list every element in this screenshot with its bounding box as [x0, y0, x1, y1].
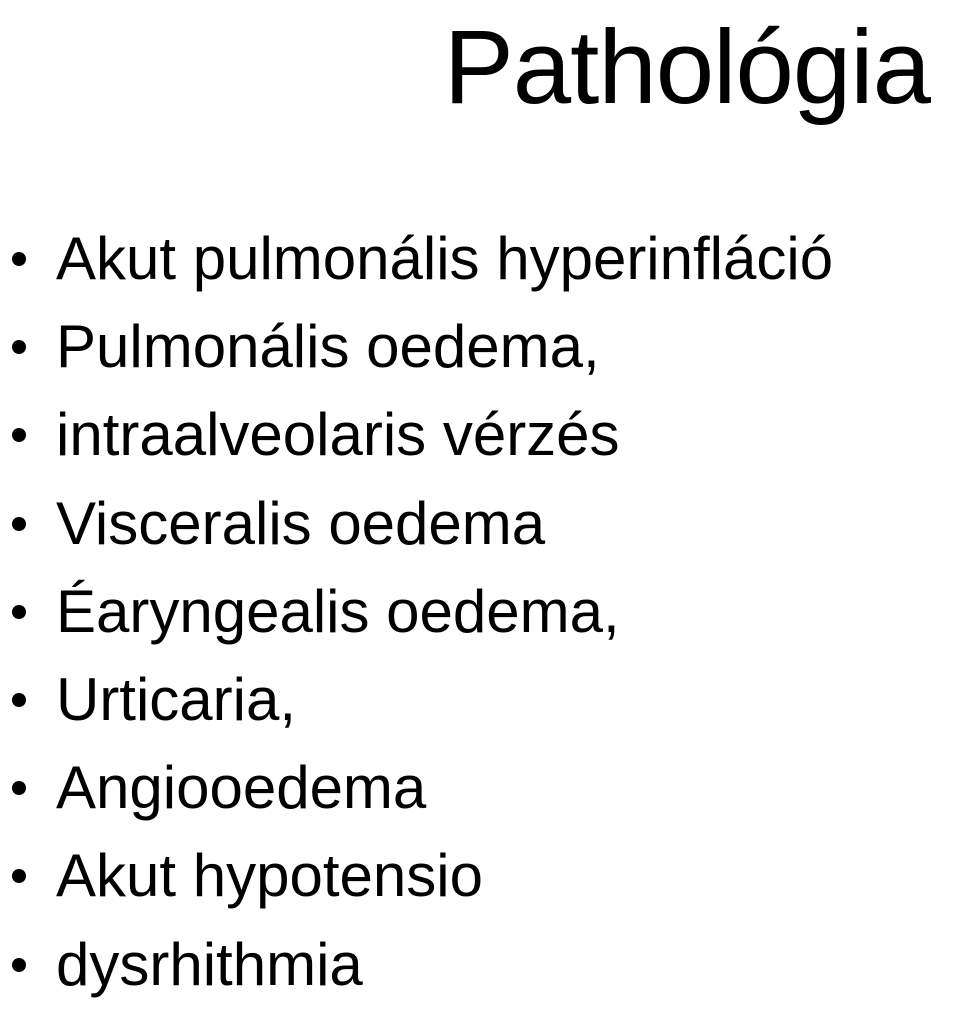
- list-item: Angiooedema: [10, 744, 950, 832]
- bullet-dot-icon: [12, 605, 26, 619]
- list-item: Akut pulmonális hyperinfláció: [10, 215, 950, 303]
- list-item-label: intraalveolaris vérzés: [56, 391, 950, 479]
- list-item-label: Éaryngealis oedema,: [56, 568, 950, 656]
- list-item: Akut hypotensio: [10, 832, 950, 920]
- bullet-dot-icon: [12, 252, 26, 266]
- list-item: Pulmonális oedema,: [10, 303, 950, 391]
- bullet-dot-icon: [12, 517, 26, 531]
- list-item-label: Angiooedema: [56, 744, 950, 832]
- bullet-dot-icon: [12, 781, 26, 795]
- bullet-dot-icon: [12, 693, 26, 707]
- list-item: Urticaria,: [10, 656, 950, 744]
- bullet-list: Akut pulmonális hyperinfláció Pulmonális…: [10, 215, 950, 1009]
- list-item-label: dysrhithmia: [56, 921, 950, 1009]
- list-item-label: Akut pulmonális hyperinfláció: [56, 215, 950, 303]
- bullet-dot-icon: [12, 428, 26, 442]
- list-item: dysrhithmia: [10, 921, 950, 1009]
- list-item-label: Akut hypotensio: [56, 832, 950, 920]
- list-item-label: Pulmonális oedema,: [56, 303, 950, 391]
- list-item-label: Urticaria,: [56, 656, 950, 744]
- slide-title: Pathológia: [444, 8, 930, 128]
- bullet-dot-icon: [12, 340, 26, 354]
- list-item: Éaryngealis oedema,: [10, 568, 950, 656]
- slide: Pathológia Akut pulmonális hyperinfláció…: [0, 0, 960, 929]
- bullet-dot-icon: [12, 869, 26, 883]
- list-item: intraalveolaris vérzés: [10, 391, 950, 479]
- bullet-dot-icon: [12, 958, 26, 972]
- list-item: Visceralis oedema: [10, 480, 950, 568]
- list-item-label: Visceralis oedema: [56, 480, 950, 568]
